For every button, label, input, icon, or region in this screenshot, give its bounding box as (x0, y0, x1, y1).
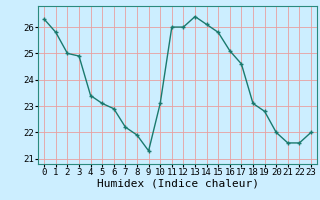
X-axis label: Humidex (Indice chaleur): Humidex (Indice chaleur) (97, 179, 259, 189)
